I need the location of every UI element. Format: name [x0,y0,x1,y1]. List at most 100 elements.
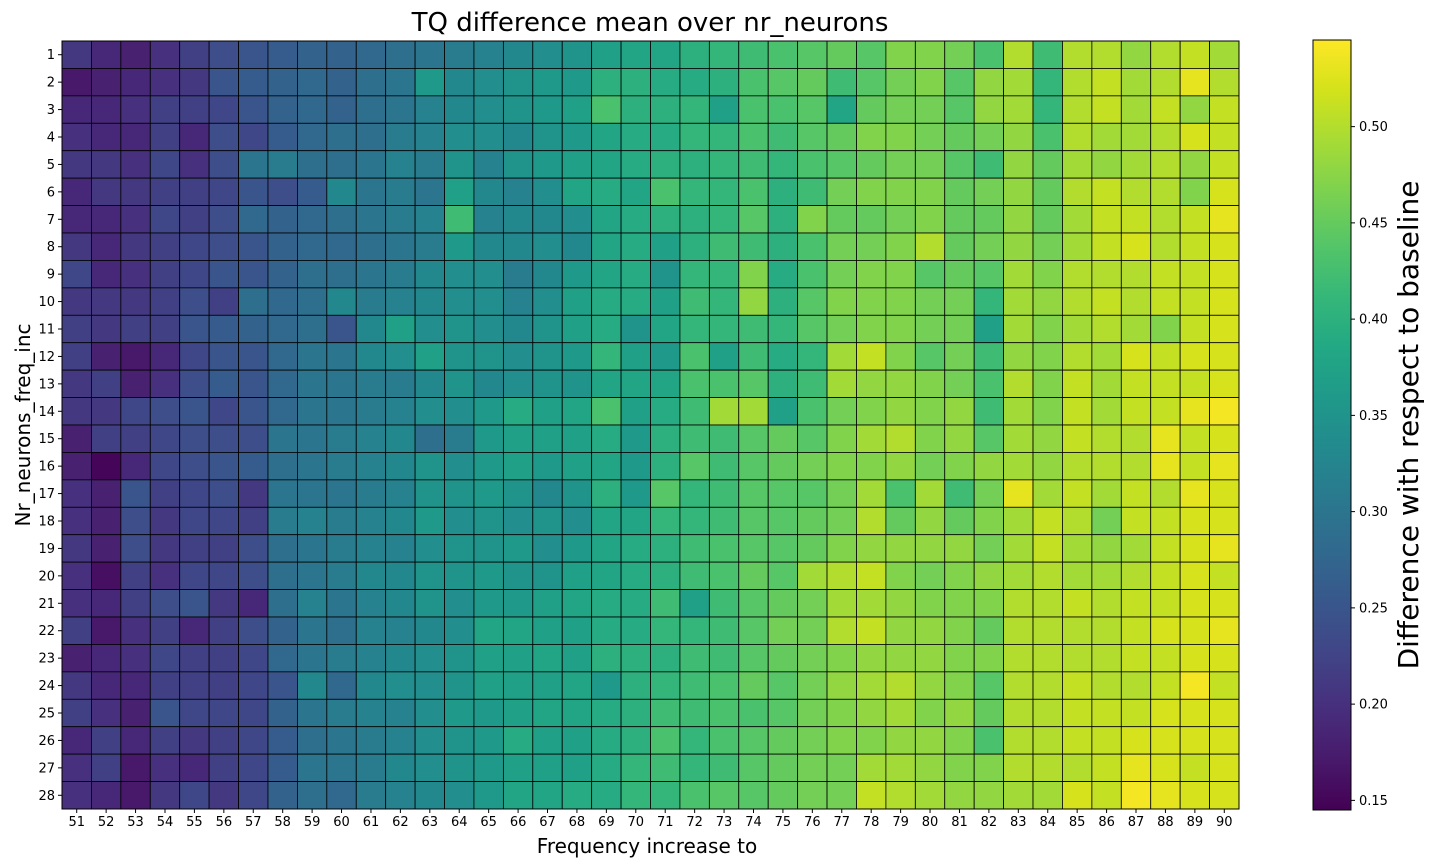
heatmap-cell [532,698,563,728]
heatmap-cell [1150,561,1181,590]
heatmap-cell [1179,561,1210,590]
heatmap-cell [179,479,210,508]
heatmap-cell [561,397,593,426]
heatmap-cell [620,68,651,97]
heatmap-cell [914,561,946,590]
x-tick-label: 54 [157,815,174,830]
heatmap-cell [502,369,534,398]
heatmap-cell [914,205,946,234]
heatmap-cell [914,698,946,728]
heatmap-cell [679,753,710,782]
heatmap-cell [797,698,828,728]
heatmap-cell [502,644,534,673]
heatmap-cell [973,753,1005,782]
heatmap-cell [267,698,298,728]
heatmap-cell [296,397,328,426]
heatmap-cell [620,314,651,344]
heatmap-cell [620,95,651,124]
colorbar-tick-label: 0.15 [1359,794,1388,809]
heatmap-cell [914,95,946,124]
heatmap-cell [238,150,269,179]
heatmap-cell [973,644,1005,673]
heatmap-cell [1209,452,1240,481]
heatmap-cell [1209,397,1240,426]
heatmap-cell [120,424,151,453]
heatmap-cell [708,205,740,234]
heatmap-cell [856,314,887,344]
heatmap-cell [797,452,828,481]
heatmap-cell [797,314,828,344]
y-tick-label: 21 [38,597,55,612]
heatmap-cell [708,177,740,206]
heatmap-cell [620,122,651,152]
heatmap-cell [885,561,916,590]
heatmap-cell [91,342,122,371]
heatmap-cell [61,644,92,673]
heatmap-cell [444,314,475,344]
x-tick-label: 72 [686,815,703,830]
heatmap-cell [61,122,92,152]
plot-frame [61,40,1240,810]
heatmap-cell [414,781,445,810]
heatmap-cell [591,68,622,97]
heatmap-cell [973,260,1005,289]
heatmap-cell [738,561,769,590]
y-tick-label: 7 [47,213,55,228]
heatmap-cell [856,753,887,782]
heatmap-cell [502,479,534,508]
heatmap-cell [502,452,534,481]
heatmap-cell [502,260,534,289]
heatmap-cell [532,205,563,234]
heatmap-cell [355,397,387,426]
heatmap-cell [1062,314,1093,344]
heatmap-cell [1003,781,1034,810]
heatmap-cell [914,616,946,645]
x-tick-label: 64 [451,815,468,830]
heatmap-cell [120,177,151,206]
heatmap-cell [414,479,445,508]
heatmap-cell [532,342,563,371]
heatmap-cell [179,232,210,261]
heatmap-cell [502,40,534,69]
heatmap-cell [149,781,181,810]
heatmap-cell [296,314,328,344]
heatmap-cell [679,342,710,371]
heatmap-cell [885,342,916,371]
x-tick-label: 62 [392,815,409,830]
heatmap-cell [1032,287,1063,316]
heatmap-cell [61,479,92,508]
heatmap-cell [385,479,416,508]
heatmap-cell [767,644,799,673]
heatmap-cell [1120,260,1152,289]
heatmap-cell [355,232,387,261]
heatmap-cell [561,177,593,206]
heatmap-cell [914,260,946,289]
heatmap-cell [914,671,946,700]
heatmap-cell [296,616,328,645]
x-tick-label: 52 [98,815,115,830]
heatmap-cell [914,150,946,179]
heatmap-cell [1003,342,1034,371]
heatmap-cell [1003,726,1034,755]
heatmap-cell [1150,122,1181,152]
heatmap-cell [944,781,975,810]
heatmap-cell [973,314,1005,344]
heatmap-cell [826,342,857,371]
heatmap-cell [679,506,710,536]
heatmap-cell [532,452,563,481]
heatmap-cell [738,122,769,152]
heatmap-cell [1120,95,1152,124]
heatmap-cell [767,68,799,97]
heatmap-cell [973,342,1005,371]
heatmap-cell [532,68,563,97]
heatmap-cell [473,644,504,673]
heatmap-cell [1062,122,1093,152]
heatmap-cell [856,781,887,810]
heatmap-cell [650,95,681,124]
heatmap-cell [444,616,475,645]
y-tick-label: 15 [38,432,55,447]
heatmap-cell [444,177,475,206]
heatmap-cell [1150,397,1181,426]
heatmap-cell [620,561,651,590]
heatmap-cell [149,314,181,344]
